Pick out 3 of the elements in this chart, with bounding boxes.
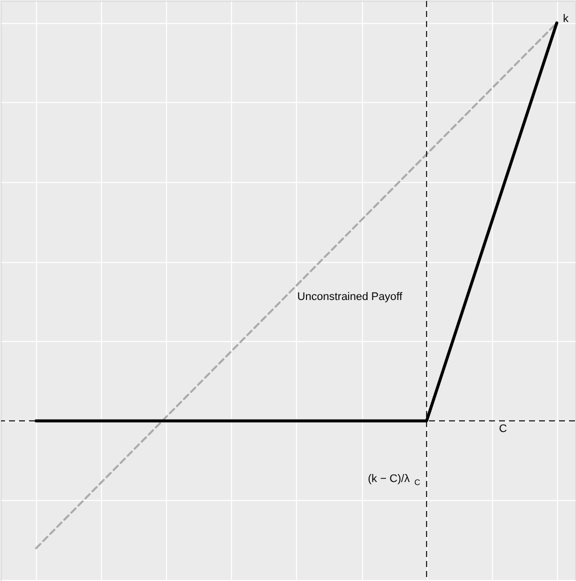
annotation: Unconstrained Payoff xyxy=(297,291,404,303)
annotation: k xyxy=(563,13,569,25)
annotation: C xyxy=(499,423,507,435)
